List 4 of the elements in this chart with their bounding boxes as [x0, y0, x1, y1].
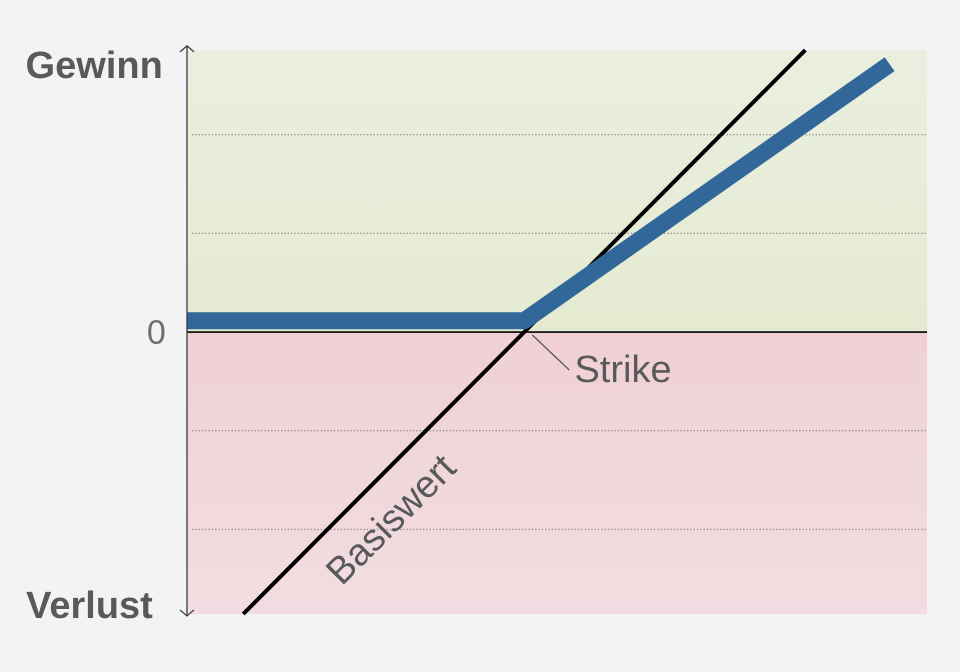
ref-line-label: 0 — [148, 320, 164, 344]
text: Verlust — [26, 590, 152, 618]
text: Gewinn — [27, 50, 160, 78]
annotation: Strike — [576, 354, 670, 382]
